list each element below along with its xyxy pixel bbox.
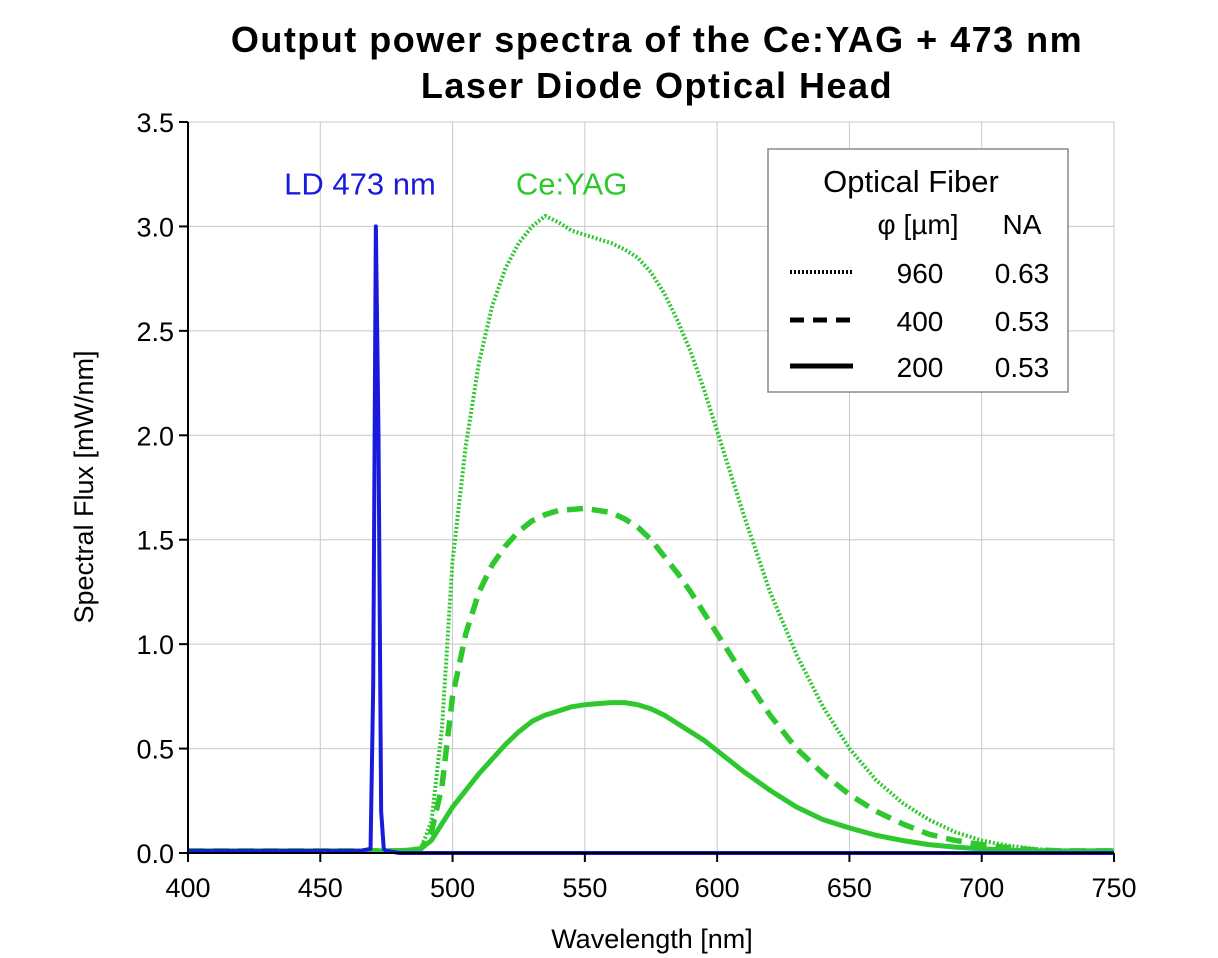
plot-series [188,213,1114,855]
series-ld-473 [188,224,1114,855]
legend: Optical Fiber φ [µm] NA 960 0.63 400 0.5… [767,148,1069,393]
legend-na-053-b: 0.53 [995,352,1050,383]
y-tick-label-0-5: 0.5 [136,735,174,765]
y-tick-label-0: 0.0 [136,839,174,869]
x-tick-label-400: 400 [165,873,210,903]
legend-na-053-a: 0.53 [995,306,1050,337]
y-axis-label: Spectral Flux [mW/nm] [69,350,99,623]
legend-diameter-400: 400 [897,306,944,337]
y-axis-ticks: 0.0 0.5 1.0 1.5 2.0 2.5 3.0 3.5 [136,108,188,869]
legend-diameter-200: 200 [897,352,944,383]
annotation-ld-473: LD 473 nm [284,167,436,202]
y-tick-label-2-5: 2.5 [136,317,174,347]
legend-header-diameter: φ [µm] [878,209,959,240]
series-ceyag-960-dotted [188,213,1114,853]
y-tick-label-2: 2.0 [136,421,174,451]
x-tick-label-650: 650 [827,873,872,903]
legend-header-na: NA [1003,209,1042,240]
series-ceyag-400-dashed [188,505,1114,854]
y-tick-label-3: 3.0 [136,212,174,242]
y-tick-label-1-5: 1.5 [136,526,174,556]
annotation-ceyag: Ce:YAG [516,167,627,202]
chart-title-line-2: Laser Diode Optical Head [421,65,893,106]
y-tick-label-1: 1.0 [136,630,174,660]
x-tick-label-750: 750 [1091,873,1136,903]
legend-na-063: 0.63 [995,258,1050,289]
series-ceyag-200-solid [188,700,1114,854]
x-tick-label-700: 700 [959,873,1004,903]
x-tick-label-450: 450 [298,873,343,903]
x-tick-label-600: 600 [695,873,740,903]
x-axis-ticks: 400 450 500 550 600 650 700 750 [165,853,1137,903]
legend-diameter-960: 960 [897,258,944,289]
legend-title: Optical Fiber [823,164,999,199]
chart-title-line-1: Output power spectra of the Ce:YAG + 473… [231,19,1083,60]
x-tick-label-550: 550 [562,873,607,903]
y-tick-label-3-5: 3.5 [136,108,174,138]
axes [187,122,1114,854]
x-tick-label-500: 500 [430,873,475,903]
x-axis-label: Wavelength [nm] [551,924,753,954]
